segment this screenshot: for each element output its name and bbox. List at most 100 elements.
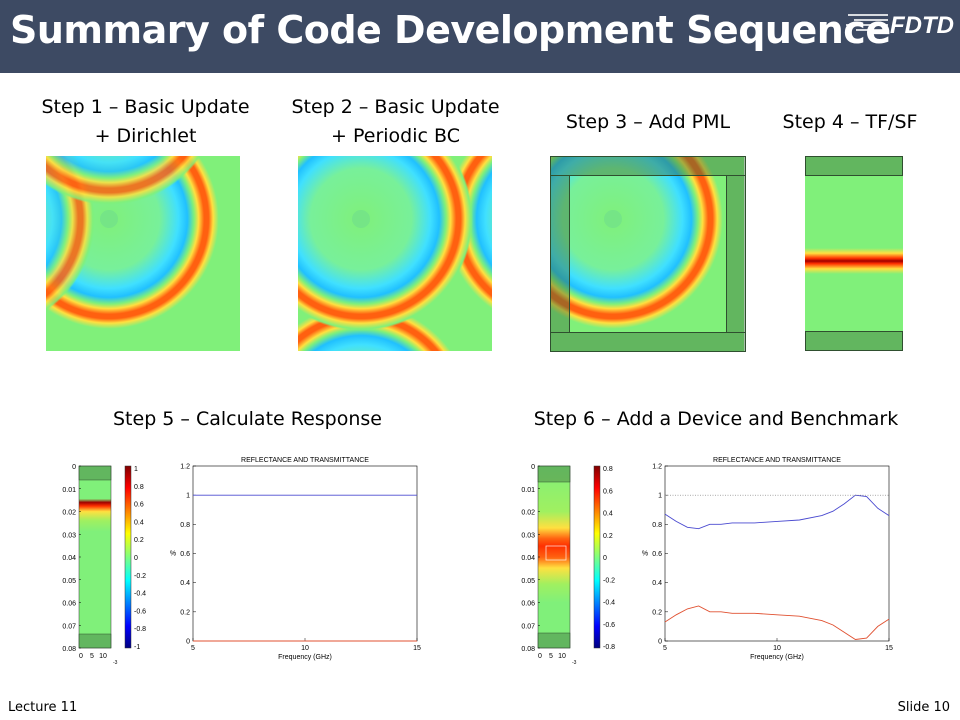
step5-field bbox=[78, 465, 112, 649]
step2-label: Step 2 – Basic Update + Periodic BC bbox=[288, 93, 503, 151]
step6-response-chart: REFLECTANCE AND TRANSMITTANCE 0 0.2 0.4 0.6 0… bbox=[642, 457, 893, 661]
step5-chart-y-tick: 0 bbox=[186, 639, 190, 646]
step3-label: Step 3 – Add PML bbox=[565, 111, 731, 133]
logo-speed-lines bbox=[846, 14, 888, 31]
step6-colorbar bbox=[593, 465, 601, 649]
step5-device-colorbar-tick: -0.6 bbox=[134, 608, 146, 615]
step5-chart-x-tick: 15 bbox=[413, 645, 421, 652]
step6-chart-y-tick: 0.6 bbox=[652, 551, 662, 558]
step5-chart-y-tick: 0.2 bbox=[180, 609, 190, 616]
step5-device-x-tick: 5 bbox=[90, 653, 94, 660]
step6-device-y-tick: 0.02 bbox=[521, 510, 535, 517]
step6-chart-y-tick: 0 bbox=[658, 639, 662, 646]
step5-response-chart: REFLECTANCE AND TRANSMITTANCE 0 0.2 0.4 0.6 0… bbox=[170, 457, 421, 661]
step3-field-plot bbox=[550, 156, 746, 352]
step6-device-x-tick: 5 bbox=[549, 653, 553, 660]
step5-chart-xlabel: Frequency (GHz) bbox=[278, 654, 332, 661]
step1-line2: + Dirichlet bbox=[94, 125, 197, 147]
step5-device-y-tick: 0.02 bbox=[62, 510, 76, 517]
logo-text: FDTD bbox=[890, 12, 954, 38]
step6-device-y-tick: 0.08 bbox=[521, 646, 535, 653]
step6-chart-y-tick: 0.4 bbox=[652, 580, 662, 587]
step6-chart-x-tick: 15 bbox=[885, 645, 893, 652]
step6-chart-y-tick: 1 bbox=[658, 493, 662, 500]
step6-device-x-tick: 10 bbox=[558, 653, 566, 660]
step6-chart-series-reflectance bbox=[664, 605, 890, 640]
step6-device-y-tick: 0 bbox=[531, 464, 535, 471]
step5-chart-y-tick: 0.4 bbox=[180, 580, 190, 587]
step5-device-colorbar-tick: 1 bbox=[134, 466, 138, 473]
step4-label: Step 4 – TF/SF bbox=[782, 111, 918, 133]
step6-device-colorbar-tick: -0.2 bbox=[603, 577, 615, 584]
step5-device-y-tick: 0.05 bbox=[62, 578, 76, 585]
step5-label: Step 5 – Calculate Response bbox=[113, 408, 382, 430]
step1-field-plot bbox=[46, 156, 240, 351]
step2-line1: Step 2 – Basic Update bbox=[291, 96, 500, 118]
step6-chart-title: REFLECTANCE AND TRANSMITTANCE bbox=[713, 457, 841, 464]
step1-line1: Step 1 – Basic Update bbox=[41, 96, 250, 118]
step6-device-x-exponent: -3 bbox=[572, 660, 577, 666]
step2-field-plot bbox=[298, 156, 492, 351]
step5-device-y-tick: 0.06 bbox=[62, 601, 76, 608]
step6-chart-x-tick: 10 bbox=[773, 645, 781, 652]
step5-chart-x-tick: 10 bbox=[301, 645, 309, 652]
step6-chart-y-tick: 0.8 bbox=[652, 522, 662, 529]
step6-chart-y-tick: 0.2 bbox=[652, 609, 662, 616]
step5-device-colorbar-tick: -0.4 bbox=[134, 591, 146, 598]
step5-device-colorbar-tick: 0.6 bbox=[134, 502, 144, 509]
step5-device-colorbar-tick: -0.8 bbox=[134, 626, 146, 633]
step5-device-x-tick: 10 bbox=[99, 653, 107, 660]
step2-main-wave bbox=[298, 156, 473, 331]
step5-colorbar bbox=[124, 465, 132, 649]
step5-device-y-tick: 0.03 bbox=[62, 532, 76, 539]
step5-device-colorbar-tick: 0.4 bbox=[134, 519, 144, 526]
step5-device-x-tick: 0 bbox=[79, 653, 83, 660]
step6-device-y-tick: 0.04 bbox=[521, 555, 535, 562]
step6-device-colorbar-tick: 0.4 bbox=[603, 511, 613, 518]
step6-device-y-tick: 0.07 bbox=[521, 623, 535, 630]
step6-device-y-tick: 0.05 bbox=[521, 578, 535, 585]
step5-chart-y-tick: 0.6 bbox=[180, 551, 190, 558]
step6-device-colorbar-tick: -0.4 bbox=[603, 600, 615, 607]
step5-chart-x-tick: 5 bbox=[191, 645, 195, 652]
step6-chart-y-tick: 1.2 bbox=[652, 464, 662, 471]
step6-device-colorbar-tick: -0.8 bbox=[603, 644, 615, 651]
step1-reflected-wave-top bbox=[46, 156, 202, 205]
step5-chart-y-tick: 0.8 bbox=[180, 522, 190, 529]
step6-device-plot: 00.010.020.030.040.050.060.070.080 5 10-30… bbox=[521, 464, 615, 666]
step6-device-x-tick: 0 bbox=[538, 653, 542, 660]
pml-regions bbox=[550, 156, 746, 352]
footer-lecture: Lecture 11 bbox=[8, 700, 78, 715]
step6-chart-x-tick: 5 bbox=[663, 645, 667, 652]
step5-device-y-tick: 0.07 bbox=[62, 623, 76, 630]
title-bar: Summary of Code Development Sequence FDT… bbox=[0, 0, 960, 73]
step6-device-colorbar-tick: 0.2 bbox=[603, 533, 613, 540]
step5-device-plot: 00.010.020.030.040.050.060.070.080 5 10-31… bbox=[62, 464, 146, 666]
step5-device-y-tick: 0 bbox=[72, 464, 76, 471]
step6-chart-xlabel: Frequency (GHz) bbox=[750, 654, 804, 661]
step4-field-plot bbox=[805, 156, 903, 351]
step6-device-colorbar-tick: -0.6 bbox=[603, 622, 615, 629]
step5-device-colorbar-tick: 0.2 bbox=[134, 537, 144, 544]
step5-device-y-tick: 0.04 bbox=[62, 555, 76, 562]
step6-field bbox=[537, 465, 571, 649]
step2-line2: + Periodic BC bbox=[331, 125, 460, 147]
step6-device-colorbar-tick: 0.6 bbox=[603, 488, 613, 495]
step5-chart-plot-area bbox=[192, 465, 418, 642]
step4-source-band bbox=[805, 248, 903, 274]
step6-device-colorbar-tick: 0 bbox=[603, 555, 607, 562]
step5-device-colorbar-tick: 0.8 bbox=[134, 484, 144, 491]
step6-chart-ylabel: % bbox=[642, 551, 648, 558]
step6-device-y-tick: 0.01 bbox=[521, 487, 535, 494]
step5-device-y-tick: 0.08 bbox=[62, 646, 76, 653]
step5-chart-y-tick: 1.2 bbox=[180, 464, 190, 471]
step5-device-colorbar-tick: -0.2 bbox=[134, 573, 146, 580]
step5-device-colorbar-tick: -1 bbox=[134, 644, 140, 651]
fdtd-logo: FDTD bbox=[846, 12, 954, 38]
step1-label: Step 1 – Basic Update + Dirichlet bbox=[38, 93, 253, 151]
step6-device-y-tick: 0.03 bbox=[521, 532, 535, 539]
step6-device-colorbar-tick: 0.8 bbox=[603, 466, 613, 473]
footer-slide-number: Slide 10 bbox=[897, 700, 950, 715]
step3-main-wave bbox=[550, 156, 725, 331]
slide-title: Summary of Code Development Sequence bbox=[10, 8, 891, 52]
